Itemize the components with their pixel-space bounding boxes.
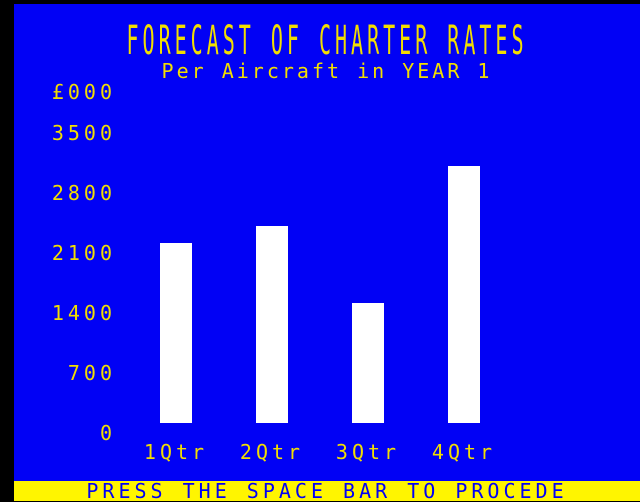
status-bar-text: PRESS THE SPACE BAR TO PROCEDE: [86, 479, 568, 502]
y-tick-label: 1400: [51, 301, 116, 325]
chart-title: FORECAST OF CHARTER RATES: [126, 16, 528, 64]
y-tick-label: 2800: [51, 181, 116, 205]
x-tick-label: 4Qtr: [431, 440, 497, 464]
x-tick-label: 3Qtr: [335, 440, 401, 464]
y-tick-label: 3500: [51, 121, 116, 145]
bar-4qtr: [448, 165, 480, 423]
x-tick-label: 1Qtr: [143, 440, 209, 464]
status-bar: PRESS THE SPACE BAR TO PROCEDE: [14, 481, 640, 501]
top-border: [0, 0, 640, 4]
x-tick-label: 2Qtr: [239, 440, 305, 464]
chart-subtitle: Per Aircraft in YEAR 1: [161, 59, 493, 83]
y-tick-label: 0: [99, 421, 116, 445]
y-axis-unit-label: £000: [51, 80, 116, 104]
y-tick-label: 700: [67, 361, 116, 385]
y-tick-label: 2100: [51, 241, 116, 265]
screen-background: [14, 4, 640, 501]
bar-2qtr: [256, 225, 288, 423]
left-border: [0, 0, 14, 502]
bar-1qtr: [160, 243, 192, 423]
bar-3qtr: [352, 303, 384, 423]
